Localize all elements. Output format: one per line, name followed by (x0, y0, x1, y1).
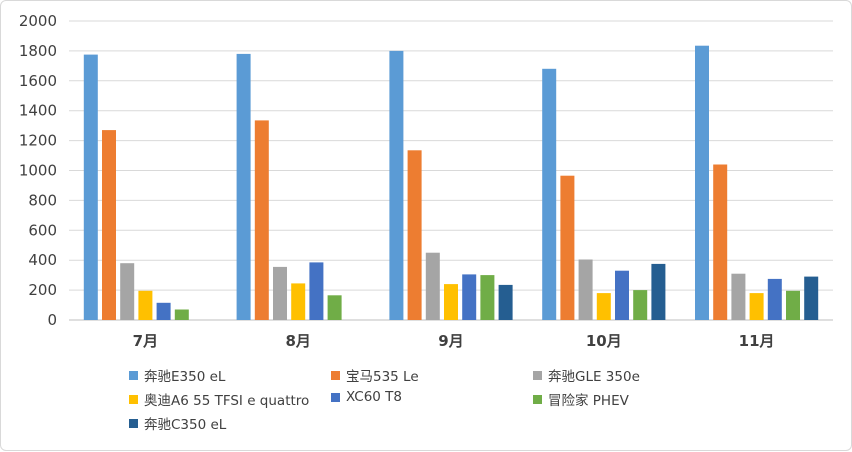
bar (291, 283, 306, 320)
bar (615, 270, 629, 320)
y-tick-label: 1800 (19, 42, 57, 60)
bar (236, 53, 251, 321)
legend-label: 奔驰E350 eL (144, 369, 226, 385)
bar (138, 290, 153, 320)
legend-label: 冒险家 PHEV (548, 393, 629, 409)
bar (156, 302, 171, 320)
legend-item: 冒险家 PHEV (533, 389, 629, 409)
bar (462, 274, 477, 320)
legend-item: 奔驰E350 eL (129, 365, 225, 385)
x-tick-label: 11月 (739, 332, 775, 350)
bar (498, 284, 513, 320)
bar (633, 290, 648, 320)
bar (174, 309, 189, 320)
y-tick-label: 600 (28, 221, 57, 239)
bar (560, 175, 575, 320)
legend-label: 奔驰C350 eL (144, 417, 227, 433)
bar (273, 266, 287, 320)
y-tick-label: 0 (47, 311, 57, 329)
legend-swatch (331, 370, 340, 380)
legend-item: 奥迪A6 55 TFSI e quattro (129, 389, 309, 409)
bar (731, 273, 746, 320)
bar (102, 130, 116, 320)
y-tick-label: 400 (28, 251, 57, 269)
legend-label: XC60 T8 (346, 389, 402, 405)
bar (596, 293, 611, 320)
legend-item: 奔驰C350 eL (129, 413, 226, 433)
y-tick-label: 2000 (19, 12, 57, 30)
legend-swatch (129, 418, 138, 428)
y-tick-label: 200 (28, 281, 57, 299)
legend-swatch (533, 394, 542, 404)
legend-item: 奔驰GLE 350e (533, 365, 640, 385)
bar (749, 293, 764, 320)
legend-swatch (331, 392, 340, 402)
bar (480, 275, 495, 320)
x-tick-label: 10月 (586, 332, 622, 350)
y-tick-label: 1400 (19, 102, 57, 120)
bar (578, 259, 593, 320)
legend-swatch (129, 370, 138, 380)
bar (327, 295, 342, 320)
bar (444, 284, 458, 320)
legend-label: 奔驰GLE 350e (548, 369, 640, 385)
y-tick-label: 800 (28, 191, 57, 209)
bar (407, 150, 422, 320)
bar (713, 164, 728, 320)
legend-label: 宝马535 Le (346, 369, 419, 385)
x-tick-label: 7月 (133, 332, 158, 350)
bar (389, 50, 404, 321)
x-tick-label: 8月 (285, 332, 310, 350)
legend-swatch (533, 370, 542, 380)
legend-item: 宝马535 Le (331, 365, 419, 385)
bar (767, 278, 782, 320)
x-tick-label: 9月 (438, 332, 463, 350)
bar (83, 54, 98, 320)
y-tick-label: 1200 (19, 132, 57, 150)
y-tick-label: 1000 (19, 162, 57, 180)
bar (542, 68, 557, 320)
bar (254, 120, 269, 321)
legend-swatch (129, 394, 138, 404)
bar (695, 45, 709, 320)
bar (425, 252, 440, 320)
bar (309, 262, 324, 320)
y-tick-label: 1600 (19, 72, 57, 90)
bar (804, 276, 819, 320)
legend-label: 奥迪A6 55 TFSI e quattro (144, 393, 310, 409)
legend-item: XC60 T8 (331, 389, 402, 405)
bar (786, 290, 800, 320)
bar (120, 263, 135, 320)
bar (651, 263, 666, 320)
